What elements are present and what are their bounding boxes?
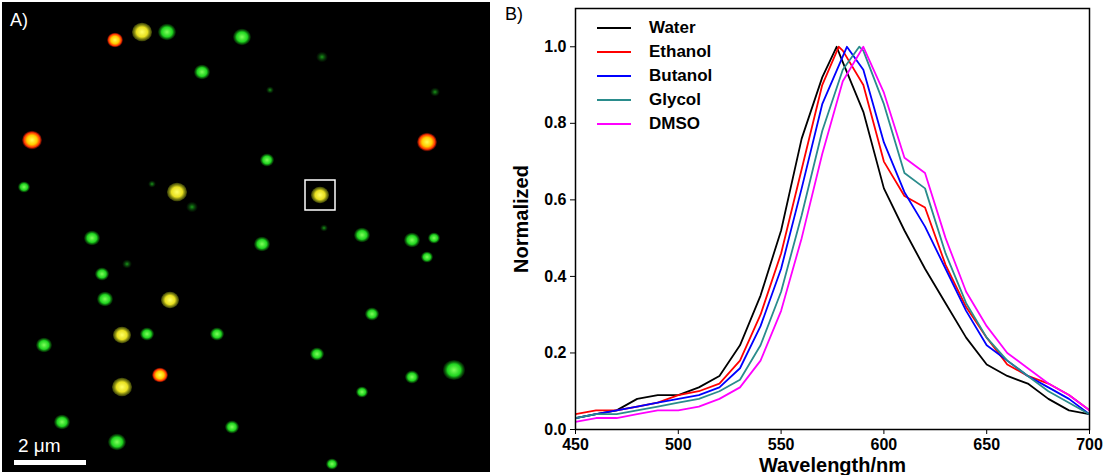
svg-text:600: 600 [871,436,898,453]
svg-text:700: 700 [1076,436,1103,453]
svg-text:650: 650 [973,436,1000,453]
svg-text:A): A) [10,10,28,30]
svg-text:450: 450 [562,436,589,453]
svg-text:Wavelength/nm: Wavelength/nm [759,454,906,475]
html-text:Ethanol: Ethanol [649,42,712,61]
svg-text:2 μm: 2 μm [18,435,61,456]
svg-text:0.4: 0.4 [544,268,566,285]
svg-text:0.6: 0.6 [544,191,566,208]
svg-text:500: 500 [665,436,692,453]
html-text:Butanol: Butanol [649,66,713,85]
svg-text:1.0: 1.0 [544,38,566,55]
html-text:Water: Water [649,18,696,37]
html-text:Glycol: Glycol [649,90,701,109]
html-text:B): B) [505,4,523,24]
svg-text:Normalized: Normalized [510,165,532,273]
svg-text:550: 550 [768,436,795,453]
svg-text:0.8: 0.8 [544,114,566,131]
svg-text:0.2: 0.2 [544,344,566,361]
svg-text:0.0: 0.0 [544,420,567,438]
html-text:DMSO: DMSO [649,114,700,133]
